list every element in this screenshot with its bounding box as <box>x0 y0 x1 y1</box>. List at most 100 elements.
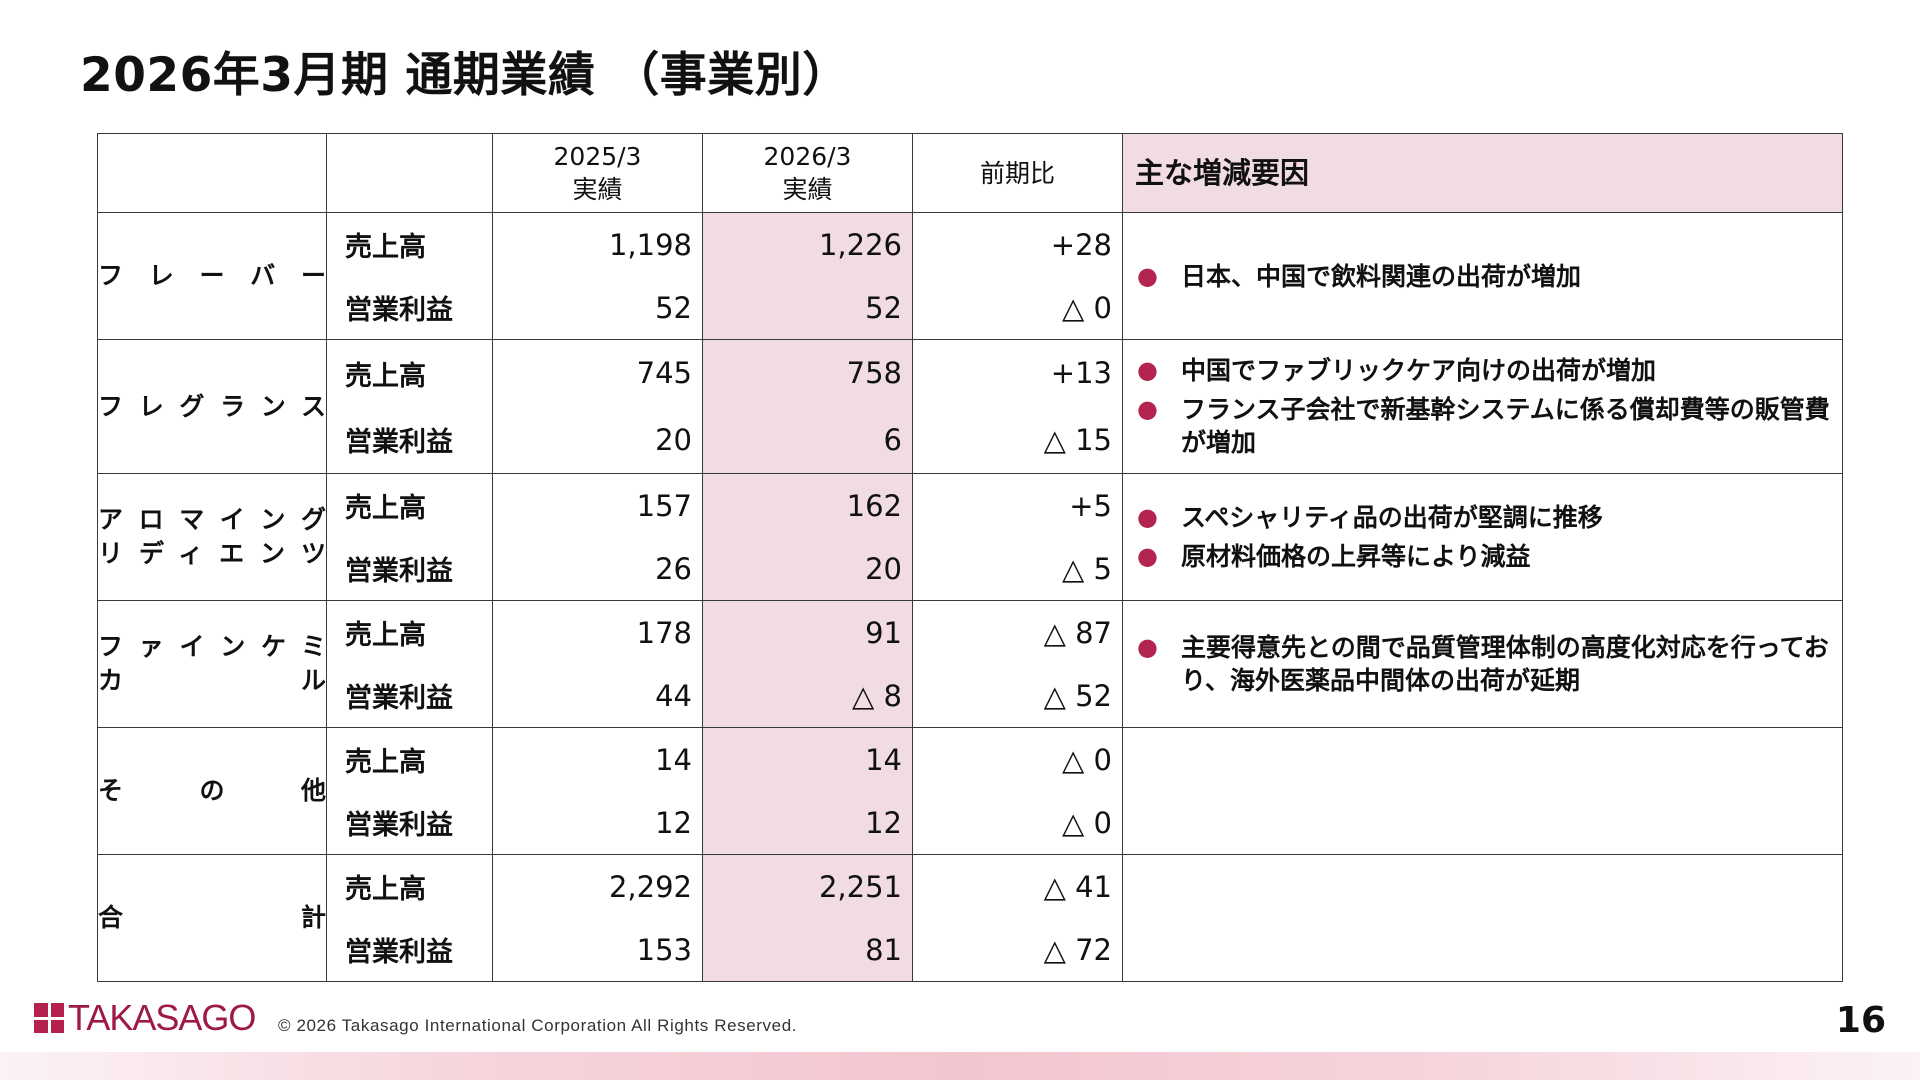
reasons-cell: ● 日本、中国で飲料関連の出荷が増加 <box>1122 212 1843 340</box>
value-fy2025-operating-profit: 12 <box>492 791 703 855</box>
segment-name-line: アロマイング <box>98 505 326 534</box>
reason-item: ● スペシャリティ品の出荷が堅調に推移 <box>1135 501 1830 534</box>
bullet-icon: ● <box>1137 356 1158 384</box>
table-row: 営業利益 44 △ 8 △ 52 <box>98 664 1843 728</box>
bullet-icon: ● <box>1137 261 1158 290</box>
item-label-sales: 売上高 <box>326 854 493 918</box>
reason-text: 原材料価格の上昇等により減益 <box>1181 542 1531 571</box>
table-row: 営業利益 20 6 △ 15 <box>98 406 1843 474</box>
logo-mark-icon <box>34 1003 64 1033</box>
value-fy2026-operating-profit: 6 <box>702 406 913 474</box>
item-label-sales: 売上高 <box>326 727 493 791</box>
item-label-operating-profit: 営業利益 <box>326 406 493 474</box>
value-fy2025-operating-profit: 153 <box>492 918 703 982</box>
reasons-cell: ● 主要得意先との間で品質管理体制の高度化対応を行っており、海外医薬品中間体の出荷… <box>1122 600 1843 728</box>
reason-text: 主要得意先との間で品質管理体制の高度化対応を行っており、海外医薬品中間体の出荷が… <box>1181 633 1829 695</box>
value-fy2026-sales: 1,226 <box>702 212 913 276</box>
item-label-operating-profit: 営業利益 <box>326 537 493 601</box>
table-row: 合 計売上高 2,292 2,251 △ 41 <box>97 854 1843 982</box>
header-yoy: 前期比 <box>912 133 1123 213</box>
item-label-sales: 売上高 <box>326 473 493 537</box>
value-fy2025-sales: 1,198 <box>492 212 703 276</box>
bullet-icon: ● <box>1137 542 1158 570</box>
reasons-list: ● 日本、中国で飲料関連の出荷が増加 <box>1135 260 1830 293</box>
reasons-list: ● 中国でファブリックケア向けの出荷が増加 ● フランス子会社で新基幹システムに係る償… <box>1135 354 1830 459</box>
value-yoy-operating-profit: △ 5 <box>912 537 1123 601</box>
reasons-list: ● スペシャリティ品の出荷が堅調に推移 ● 原材料価格の上昇等により減益 <box>1135 501 1830 573</box>
company-logo: TAKASAGO <box>34 997 256 1039</box>
table-row: そ の 他売上高 14 14 △ 0 <box>97 727 1843 855</box>
value-yoy-operating-profit: △ 0 <box>912 276 1123 340</box>
reasons-cell: ● 中国でファブリックケア向けの出荷が増加 ● フランス子会社で新基幹システムに係る償… <box>1122 339 1843 474</box>
bullet-icon: ● <box>1137 503 1158 531</box>
value-fy2026-sales: 758 <box>702 339 913 407</box>
segment-name-line: ファインケミ <box>98 632 326 661</box>
value-fy2025-sales: 745 <box>492 339 703 407</box>
reason-text: 中国でファブリックケア向けの出荷が増加 <box>1181 356 1657 385</box>
page-number: 16 <box>1835 1000 1886 1041</box>
value-fy2025-operating-profit: 44 <box>492 664 703 728</box>
value-fy2026-sales: 91 <box>702 600 913 664</box>
value-fy2025-operating-profit: 26 <box>492 537 703 601</box>
value-fy2026-operating-profit: 52 <box>702 276 913 340</box>
item-label-operating-profit: 営業利益 <box>326 791 493 855</box>
header-fy2026: 2026/3 実績 <box>702 133 913 213</box>
segment-name-cell: アロマイング リディエンツ <box>97 473 327 601</box>
table-row: 営業利益 153 81 △ 72 <box>98 918 1843 982</box>
value-yoy-sales: △ 41 <box>912 854 1123 918</box>
footer-gradient-band <box>0 1052 1920 1080</box>
item-label-sales: 売上高 <box>326 600 493 664</box>
segment-name-line: リディエンツ <box>98 539 326 568</box>
item-label-operating-profit: 営業利益 <box>326 664 493 728</box>
segment-results-table: 2025/3 実績 2026/3 実績 前期比 主な増減要因 フ レ ー バ ー… <box>97 133 1843 982</box>
segment-name-line: 合 計 <box>98 903 326 932</box>
value-yoy-sales: +28 <box>912 212 1123 276</box>
table-row: フ レ ー バ ー売上高 1,198 1,226 +28 ● 日本、中国で飲料関連の出荷が… <box>97 212 1843 340</box>
segment-name-line: カ ル <box>98 666 326 695</box>
item-label-operating-profit: 営業利益 <box>326 276 493 340</box>
page-title: 2026年3月期 通期業績 （事業別） <box>80 48 850 103</box>
reasons-list: ● 主要得意先との間で品質管理体制の高度化対応を行っており、海外医薬品中間体の出荷… <box>1135 631 1830 697</box>
reason-item: ● フランス子会社で新基幹システムに係る償却費等の販管費が増加 <box>1135 393 1830 459</box>
value-fy2025-sales: 2,292 <box>492 854 703 918</box>
value-fy2026-sales: 14 <box>702 727 913 791</box>
table-header-row: 2025/3 実績 2026/3 実績 前期比 主な増減要因 <box>97 133 1843 213</box>
reason-item: ● 日本、中国で飲料関連の出荷が増加 <box>1135 260 1830 293</box>
segment-name-line: フレグランス <box>98 391 326 421</box>
segment-name-cell: フ レ ー バ ー <box>97 212 327 340</box>
value-yoy-sales: +5 <box>912 473 1123 537</box>
value-fy2026-operating-profit: △ 8 <box>702 664 913 728</box>
value-fy2025-sales: 157 <box>492 473 703 537</box>
table-row: 営業利益 26 20 △ 5 <box>98 537 1843 601</box>
header-fy2025-label: 2025/3 実績 <box>553 142 642 204</box>
segment-name-cell: ファインケミカ ル <box>97 600 327 728</box>
item-label-sales: 売上高 <box>326 339 493 407</box>
value-yoy-operating-profit: △ 0 <box>912 791 1123 855</box>
item-label-operating-profit: 営業利益 <box>326 918 493 982</box>
segment-name-cell: フレグランス <box>97 339 327 474</box>
bullet-icon: ● <box>1137 633 1158 661</box>
reasons-cell <box>1122 727 1843 855</box>
bullet-icon: ● <box>1137 395 1158 423</box>
value-yoy-sales: △ 0 <box>912 727 1123 791</box>
table-body: フ レ ー バ ー売上高 1,198 1,226 +28 ● 日本、中国で飲料関連の出荷が… <box>97 212 1843 982</box>
value-fy2026-sales: 162 <box>702 473 913 537</box>
value-yoy-operating-profit: △ 52 <box>912 664 1123 728</box>
segment-name-cell: そ の 他 <box>97 727 327 855</box>
value-yoy-operating-profit: △ 72 <box>912 918 1123 982</box>
reason-item: ● 原材料価格の上昇等により減益 <box>1135 540 1830 573</box>
value-fy2026-operating-profit: 12 <box>702 791 913 855</box>
segment-name-line: フ レ ー バ ー <box>98 261 326 290</box>
value-fy2025-sales: 14 <box>492 727 703 791</box>
value-yoy-operating-profit: △ 15 <box>912 406 1123 474</box>
reason-item: ● 中国でファブリックケア向けの出荷が増加 <box>1135 354 1830 387</box>
segment-name-cell: 合 計 <box>97 854 327 982</box>
reasons-cell <box>1122 854 1843 982</box>
table-row: アロマイング リディエンツ 売上高 157 162 +5 ● スペシャリティ品の出荷が堅調に推… <box>97 473 1843 601</box>
header-item <box>326 133 493 213</box>
header-fy2026-label: 2026/3 実績 <box>763 142 852 204</box>
copyright-notice: © 2026 Takasago International Corporatio… <box>278 1016 798 1035</box>
table-row: フレグランス 売上高 745 758 +13 ● 中国でファブリックケア向けの出荷が増加 ● フ… <box>97 339 1843 474</box>
value-fy2026-operating-profit: 20 <box>702 537 913 601</box>
header-reasons: 主な増減要因 <box>1122 133 1843 213</box>
